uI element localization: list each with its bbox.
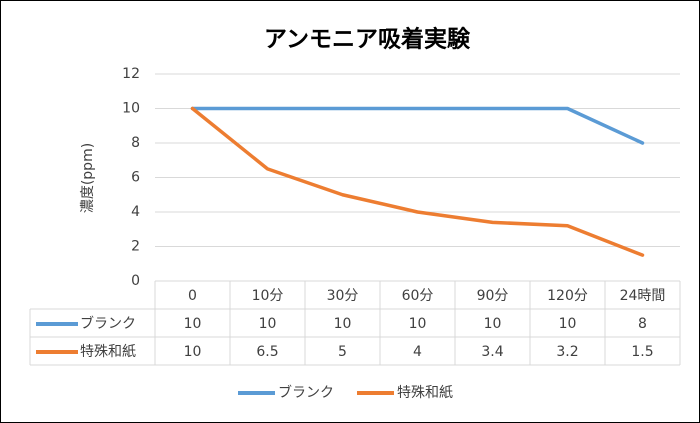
y-tick-label: 8 <box>131 135 140 151</box>
x-tick-label: 120分 <box>547 288 588 304</box>
table-value: 10 <box>259 316 277 332</box>
legend-label: 特殊和紙 <box>397 385 453 401</box>
y-axis-label: 濃度(ppm) <box>80 143 96 213</box>
table-value: 1.5 <box>631 344 653 360</box>
table-value: 10 <box>184 344 202 360</box>
x-tick-label: 24時間 <box>620 288 666 304</box>
table-value: 10 <box>559 316 577 332</box>
table-value: 10 <box>409 316 427 332</box>
table-series-name: 特殊和紙 <box>80 344 136 360</box>
y-tick-label: 0 <box>131 273 140 289</box>
y-tick-label: 2 <box>131 239 140 255</box>
x-tick-label: 90分 <box>477 288 509 304</box>
chart-title: アンモニア吸着実験 <box>264 26 471 53</box>
table-value: 4 <box>413 344 422 360</box>
table-value: 3.4 <box>481 344 503 360</box>
series-line <box>190 106 645 257</box>
x-tick-label: 10分 <box>252 288 284 304</box>
table-value: 10 <box>184 316 202 332</box>
table-value: 10 <box>334 316 352 332</box>
table-value: 6.5 <box>256 344 278 360</box>
series-line <box>190 106 645 145</box>
table-series-name: ブランク <box>80 315 136 332</box>
x-tick-label: 30分 <box>327 288 359 304</box>
y-tick-label: 12 <box>122 66 140 82</box>
x-tick-label: 60分 <box>402 288 434 304</box>
table-value: 3.2 <box>556 344 578 360</box>
table-value: 5 <box>338 344 347 360</box>
table-value: 8 <box>638 316 647 332</box>
x-tick-label: 0 <box>188 288 197 304</box>
table-value: 10 <box>484 316 502 332</box>
y-tick-label: 10 <box>122 101 140 117</box>
y-tick-label: 6 <box>131 170 140 186</box>
y-tick-label: 4 <box>131 204 140 220</box>
legend-label: ブランク <box>278 384 334 401</box>
